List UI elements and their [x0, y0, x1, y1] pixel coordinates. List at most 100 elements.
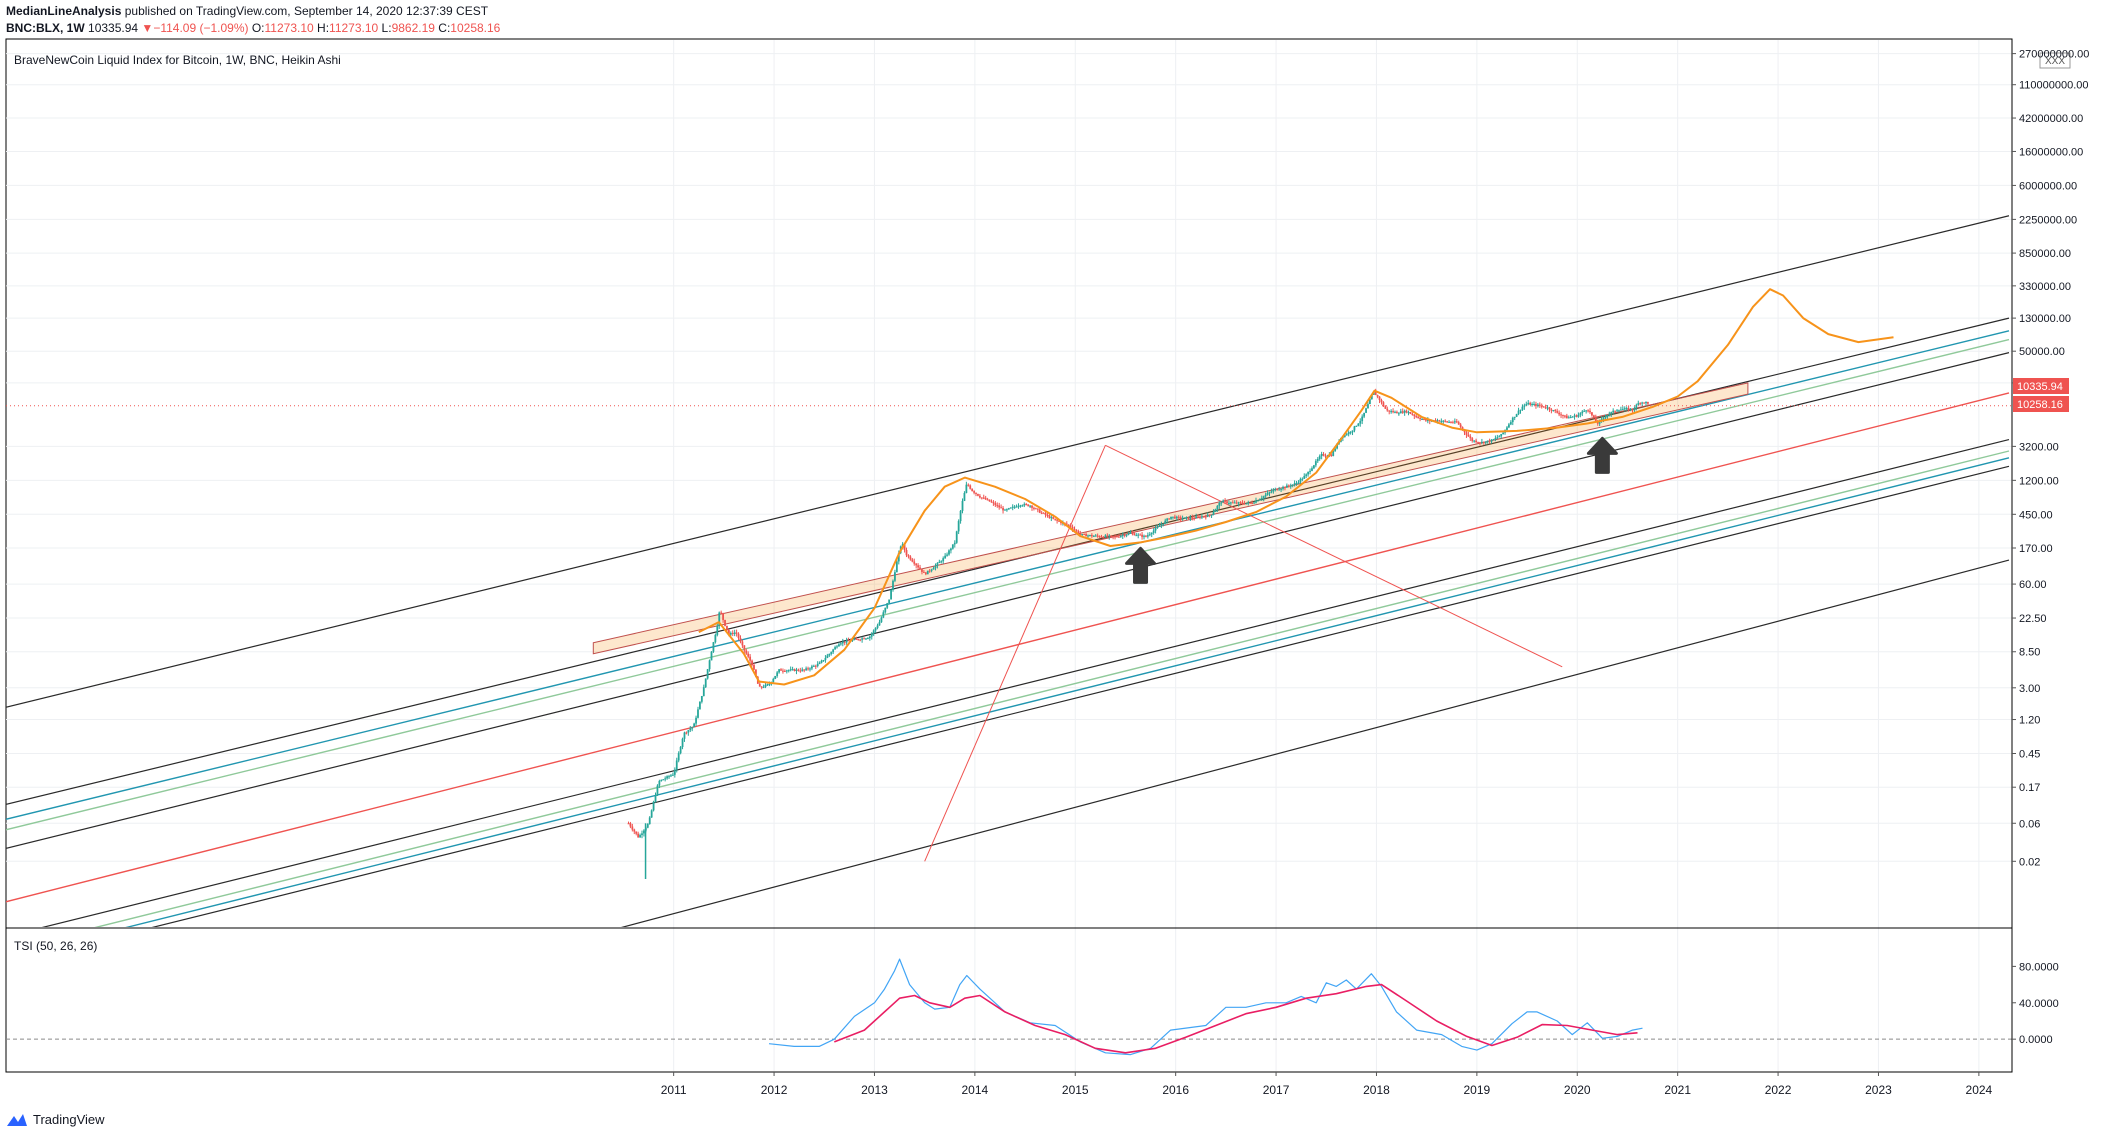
candle-body — [1125, 534, 1128, 536]
candle-body — [1618, 410, 1620, 412]
chart-title: BraveNewCoin Liquid Index for Bitcoin, 1… — [14, 53, 341, 67]
candle-body — [1376, 395, 1379, 397]
candle-body — [973, 491, 975, 493]
candle-body — [1092, 535, 1095, 537]
candle-body — [1413, 414, 1416, 417]
candle-body — [946, 554, 948, 556]
candle-body — [1577, 414, 1580, 417]
candle-body — [890, 589, 892, 600]
candle-body — [1562, 414, 1564, 416]
author-name[interactable]: MedianLineAnalysis — [6, 4, 122, 18]
candle-body — [797, 669, 800, 671]
candle-body — [1104, 535, 1107, 538]
candle-body — [666, 776, 668, 779]
candle-body — [1058, 520, 1060, 522]
change-value: −114.09 (−1.09%) — [153, 21, 249, 35]
candle-body — [1175, 516, 1178, 519]
candle-body — [687, 730, 690, 733]
candle-body — [693, 723, 696, 728]
candle-body — [1179, 517, 1182, 519]
candle-body — [1399, 411, 1402, 414]
candle-body — [1564, 415, 1566, 417]
tsi-axis[interactable]: 80.0000 40.0000 0.0000 — [2012, 961, 2059, 1046]
candle-body — [1396, 411, 1398, 414]
candle-body — [1067, 524, 1070, 526]
candle-body — [1081, 533, 1084, 535]
candle-body — [1218, 503, 1221, 506]
candle-body — [1421, 418, 1423, 420]
candle-body — [1423, 418, 1425, 420]
candle-body — [1641, 402, 1644, 404]
candle-body — [830, 652, 833, 654]
candle-body — [1206, 514, 1209, 517]
candle-body — [1486, 440, 1489, 442]
candle-body — [1168, 518, 1171, 520]
candle-body — [1106, 535, 1109, 537]
candle-body — [870, 633, 873, 637]
candle-body — [826, 655, 829, 658]
candle-body — [1633, 408, 1636, 411]
candle-body — [1479, 442, 1481, 444]
candle-body — [828, 653, 831, 656]
candle-body — [932, 568, 935, 570]
candle-body — [741, 641, 744, 646]
candle-body — [940, 561, 943, 563]
candle-body — [1069, 525, 1072, 527]
candle-body — [1131, 533, 1134, 535]
price-axis[interactable]: 270000000.00 110000000.00 42000000.00 16000… — [2012, 49, 2089, 869]
candle-body — [691, 727, 694, 729]
candle-body — [745, 650, 748, 654]
candle-body — [774, 676, 777, 679]
candle-body — [1511, 417, 1514, 423]
candle-body — [1465, 432, 1468, 435]
time-axis[interactable]: 2011 2012 2013 2014 2015 2016 2017 2018 2019 2020… — [661, 1072, 1993, 1097]
candle-body — [1274, 489, 1277, 491]
x-tick-label: 2019 — [1464, 1083, 1491, 1097]
last-price-badge — [2013, 378, 2069, 394]
candle-body — [1513, 416, 1516, 418]
candle-body — [1390, 411, 1393, 413]
candle-body — [1183, 517, 1186, 519]
candle-body — [1314, 461, 1317, 466]
candle-body — [1011, 506, 1014, 508]
candle-body — [1369, 399, 1371, 405]
candle-body — [811, 666, 813, 669]
candle-body — [892, 580, 894, 590]
candle-body — [1195, 516, 1198, 519]
candle-body — [1096, 535, 1099, 537]
candle-body — [1336, 443, 1338, 449]
x-tick-label: 2018 — [1363, 1083, 1390, 1097]
channel-line — [6, 215, 2010, 708]
candle-body — [733, 632, 736, 634]
candle-body — [814, 665, 817, 667]
candle-body — [1627, 408, 1630, 411]
candle-body — [1455, 421, 1458, 423]
candle-body — [1305, 474, 1308, 477]
symbol-label[interactable]: BNC:BLX, 1W — [6, 21, 85, 35]
candle-body — [1154, 528, 1157, 531]
scale-badge[interactable]: XXX — [2039, 52, 2071, 69]
candle-body — [1411, 413, 1414, 415]
candle-body — [1473, 440, 1476, 442]
candle-body — [1119, 535, 1122, 537]
candle-body — [789, 669, 792, 671]
channel-line — [6, 392, 2010, 903]
candle-body — [1643, 402, 1645, 404]
tradingview-logo[interactable]: TradingView — [6, 1112, 105, 1127]
candle-body — [1162, 523, 1165, 525]
candle-body — [851, 639, 854, 641]
x-tick-label: 2021 — [1664, 1083, 1691, 1097]
indicator-label[interactable]: TSI (50, 26, 26) — [14, 939, 97, 953]
candle-body — [1608, 413, 1611, 416]
y-tick-label: 270000000.00 — [2019, 49, 2089, 61]
y-tick-label: 450.00 — [2019, 509, 2053, 521]
candle-body — [643, 830, 645, 834]
candle-body — [919, 567, 921, 570]
candle-body — [1550, 409, 1553, 411]
candle-body — [1295, 483, 1298, 485]
drawing-layers — [6, 215, 2012, 1056]
price-badges: 10335.94 10258.16 — [2013, 378, 2069, 412]
candle-body — [1334, 448, 1337, 451]
candle-body — [1357, 423, 1360, 426]
